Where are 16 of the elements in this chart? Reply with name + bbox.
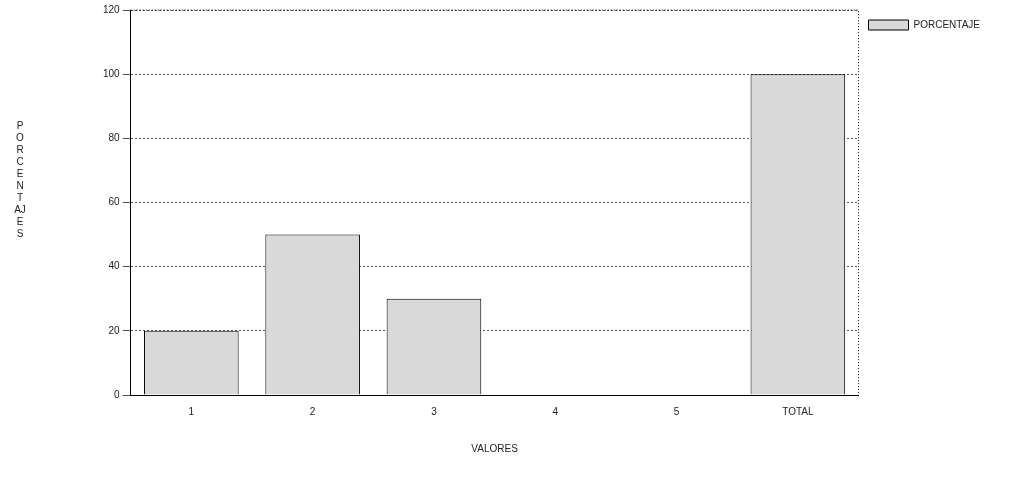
x-tick-label: 5 — [673, 405, 680, 417]
x-tick-label: TOTAL — [782, 405, 814, 417]
x-tick-label: 2 — [309, 405, 316, 417]
y-tick-label: 0 — [114, 388, 121, 400]
text: PORCENTAJES — [14, 120, 26, 239]
y-tick-label: 40 — [108, 260, 121, 272]
y-tick-label: 100 — [103, 67, 121, 79]
x-tick-label: 3 — [431, 405, 438, 417]
x-tick-label: 4 — [552, 405, 559, 417]
x-tick-label: 1 — [188, 405, 195, 417]
y-tick-label: 60 — [108, 196, 121, 208]
legend-label: PORCENTAJE — [913, 18, 981, 30]
y-tick-label: 80 — [108, 132, 121, 144]
x-axis-title: VALORES — [471, 442, 519, 454]
y-tick-label: 120 — [103, 3, 121, 15]
y-tick-label: 20 — [108, 324, 121, 336]
